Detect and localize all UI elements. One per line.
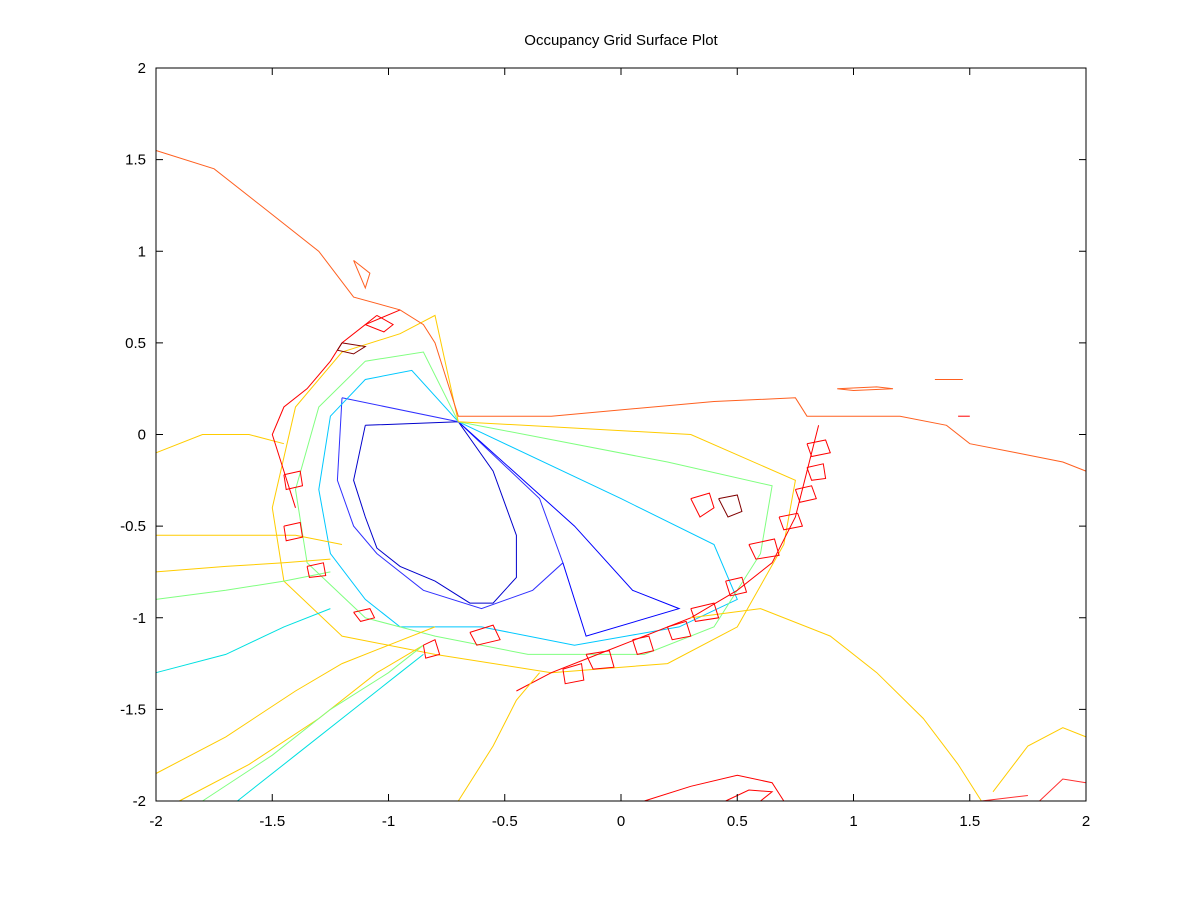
contour-line-yellow-band: [271, 314, 796, 674]
contour-line-red-blob-21: [306, 562, 327, 578]
contour-line-blue-fan: [457, 421, 681, 637]
y-tick-label: 0.5: [125, 335, 146, 352]
contour-line-red-blob-15: [562, 662, 585, 685]
x-tick-label: 2: [1082, 813, 1090, 830]
y-tick-label: 2: [138, 60, 146, 77]
contour-line-yellow-left-1: [156, 534, 343, 545]
contour-line-red-blob-18: [353, 608, 376, 622]
contour-line-red-blob-5: [806, 439, 831, 458]
contour-line-red-blob-7: [794, 485, 817, 503]
x-tick-label: 1.5: [959, 813, 980, 830]
contour-line-orange-upper-blob: [353, 260, 371, 290]
y-tick-label: -1: [133, 610, 146, 627]
contour-line-red-blob-2: [336, 342, 367, 355]
contour-line-red-blob-10: [725, 576, 748, 597]
contour-line-red-blob-17: [422, 639, 441, 659]
contour-line-red-blob-13: [632, 635, 655, 655]
contour-line-red-bottom-3: [981, 795, 1028, 802]
contour-line-green-lower-left: [202, 644, 424, 802]
contour-line-yellow-lower-left-1: [155, 626, 436, 774]
contour-line-red-blob-14: [585, 650, 615, 670]
contour-line-red-blob-12: [667, 620, 692, 641]
x-tick-label: 0.5: [727, 813, 748, 830]
contour-line-yellow-right-lower: [690, 608, 982, 802]
x-tick-label: -1.5: [259, 813, 285, 830]
contour-line-red-bottom-1: [644, 774, 785, 802]
contour-line-red-blob-16: [469, 624, 501, 646]
contour-line-yellow-bottom-right: [992, 727, 1087, 793]
contour-line-orange-outline: [155, 150, 1087, 472]
contour-line-cyan-lower-left: [237, 654, 424, 802]
contour-line-cyan-fan: [318, 369, 738, 646]
contour-line-blue-inner-2: [336, 397, 564, 610]
contour-line-yellow-left-2: [155, 558, 331, 573]
x-axis: -2 -1.5 -1 -0.5 0 0.5 1 1.5 2: [149, 68, 1090, 830]
x-tick-label: -2: [149, 813, 162, 830]
contour-line-blue-core-outline: [353, 421, 517, 604]
y-axis: 2 1.5 1 0.5 0 -0.5 -1 -1.5 -2: [120, 60, 1086, 810]
x-tick-label: -1: [382, 813, 395, 830]
contour-lines: [155, 150, 1087, 802]
contour-line-red-blob-19: [283, 521, 304, 542]
contour-line-red-blob-9: [748, 538, 780, 560]
contour-line-red-bottom-4: [1039, 778, 1087, 802]
contour-line-red-blob-8: [778, 512, 804, 531]
y-tick-label: -2: [133, 793, 146, 810]
contour-line-red-blob-11: [690, 602, 720, 622]
contour-line-yellow-lower-left-2: [179, 644, 424, 802]
y-tick-label: 1: [138, 243, 146, 260]
chart-title: Occupancy Grid Surface Plot: [524, 32, 718, 49]
x-tick-label: -0.5: [492, 813, 518, 830]
contour-line-red-blob-6: [806, 463, 827, 481]
contour-line-cyan-left-1: [155, 608, 331, 674]
y-tick-label: -0.5: [120, 518, 146, 535]
contour-line-yellow-bottom-mid: [457, 672, 540, 802]
y-tick-label: 0: [138, 427, 146, 444]
contour-line-green-left-1: [155, 571, 331, 600]
contour-line-red-blob-20: [283, 470, 304, 491]
x-tick-label: 0: [617, 813, 625, 830]
y-tick-label: 1.5: [125, 152, 146, 169]
contour-line-red-blob-1: [364, 314, 394, 333]
contour-line-yellow-left-3: [155, 434, 285, 454]
contour-line-red-left-ring-1: [271, 309, 401, 508]
x-tick-label: 1: [849, 813, 857, 830]
y-tick-label: -1.5: [120, 701, 146, 718]
contour-line-red-bottom-2: [725, 789, 774, 802]
contour-line-red-blob-4: [718, 494, 743, 518]
contour-line-green-band: [294, 351, 773, 655]
contour-line-orange-right-1: [837, 386, 894, 392]
contour-line-red-blob-3: [690, 492, 715, 518]
